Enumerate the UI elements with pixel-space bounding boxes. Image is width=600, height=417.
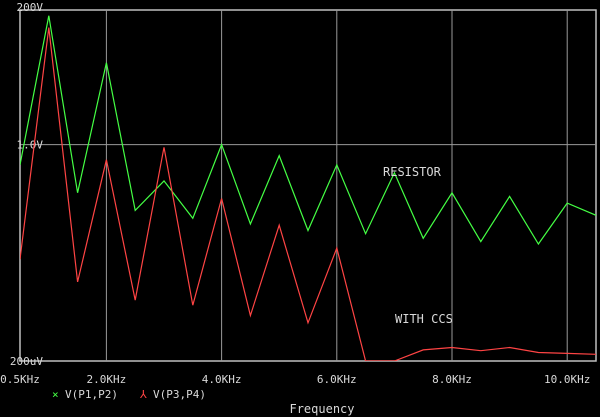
legend-marker-1: × (52, 388, 59, 401)
x-tick-label: 0.5KHz (0, 373, 40, 386)
legend-marker-2: ⅄ (139, 388, 147, 401)
plot-frame (19, 9, 597, 362)
x-tick-label: 8.0KHz (432, 373, 472, 386)
series-line-1 (20, 15, 596, 246)
y-tick-label: 1.0V (17, 139, 44, 152)
x-tick-label: 6.0KHz (317, 373, 357, 386)
legend-entry-2: V(P3,P4) (153, 388, 206, 401)
legend-entry-1: V(P1,P2) (65, 388, 118, 401)
y-tick-label: 200V (17, 1, 44, 14)
y-tick-label: 200uV (10, 355, 43, 368)
annotation-label: WITH CCS (395, 312, 453, 326)
annotation-label: RESISTOR (383, 165, 442, 179)
x-tick-label: 4.0KHz (202, 373, 242, 386)
x-axis-label: Frequency (289, 402, 354, 416)
x-tick-label: 2.0KHz (87, 373, 127, 386)
x-tick-label: 10.0KHz (544, 373, 590, 386)
series-line-2 (20, 27, 596, 361)
